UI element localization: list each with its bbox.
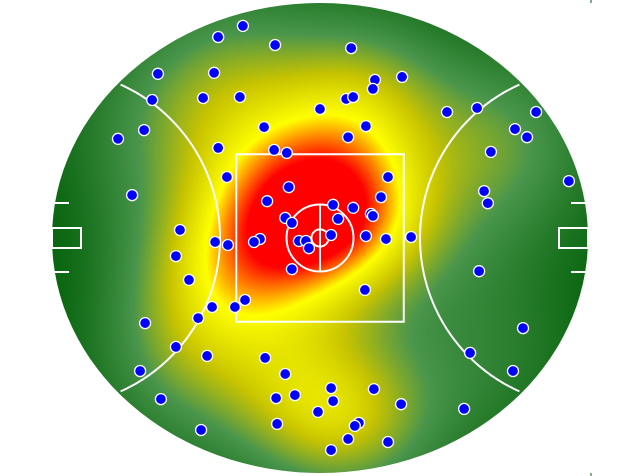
data-point bbox=[154, 392, 168, 406]
data-point bbox=[125, 188, 139, 202]
data-point bbox=[311, 405, 325, 419]
data-point bbox=[345, 41, 358, 55]
left-50m-arc bbox=[120, 83, 221, 393]
data-point bbox=[472, 265, 486, 278]
data-point bbox=[341, 131, 355, 144]
data-point bbox=[169, 249, 183, 263]
data-point bbox=[359, 229, 373, 243]
data-point bbox=[359, 119, 373, 133]
data-point bbox=[233, 90, 247, 104]
data-point bbox=[324, 381, 338, 395]
data-point bbox=[267, 143, 281, 157]
data-point bbox=[324, 228, 338, 242]
data-point bbox=[208, 235, 222, 249]
data-point bbox=[326, 394, 340, 408]
data-point bbox=[138, 316, 152, 330]
data-point bbox=[282, 180, 295, 194]
data-point bbox=[194, 423, 208, 437]
scatter-points bbox=[111, 19, 576, 457]
data-point bbox=[477, 184, 491, 198]
data-point bbox=[196, 91, 210, 105]
data-point bbox=[470, 101, 484, 115]
data-point bbox=[341, 432, 355, 446]
data-point bbox=[379, 232, 393, 246]
data-point bbox=[348, 419, 361, 433]
data-point bbox=[285, 263, 299, 276]
data-point bbox=[404, 230, 418, 244]
data-point bbox=[313, 102, 327, 116]
data-point bbox=[457, 402, 471, 416]
data-point bbox=[288, 388, 302, 402]
data-point bbox=[279, 367, 292, 381]
data-point bbox=[508, 122, 522, 136]
left-goal-square bbox=[51, 227, 82, 249]
data-point bbox=[173, 223, 187, 237]
data-point bbox=[285, 216, 299, 230]
data-point bbox=[280, 146, 293, 160]
data-point bbox=[146, 93, 159, 107]
data-point bbox=[506, 364, 520, 378]
data-point bbox=[238, 293, 252, 307]
data-point bbox=[151, 67, 165, 80]
data-point bbox=[367, 382, 381, 396]
data-point bbox=[200, 349, 214, 363]
data-point bbox=[302, 241, 316, 255]
data-point bbox=[212, 30, 225, 44]
data-point bbox=[205, 300, 219, 314]
data-point bbox=[207, 66, 221, 79]
data-point bbox=[268, 38, 282, 52]
data-point bbox=[191, 311, 205, 325]
right-50m-arc bbox=[419, 83, 520, 393]
centre-square bbox=[235, 153, 405, 323]
data-point bbox=[516, 321, 530, 335]
data-point bbox=[529, 105, 543, 119]
data-point bbox=[247, 235, 261, 249]
data-point bbox=[236, 19, 250, 33]
data-point bbox=[133, 364, 147, 378]
data-point bbox=[394, 398, 408, 411]
data-point bbox=[212, 141, 225, 155]
data-point bbox=[481, 197, 494, 210]
data-point bbox=[331, 212, 345, 226]
data-point bbox=[220, 170, 234, 184]
data-point bbox=[221, 238, 235, 252]
data-point bbox=[381, 170, 395, 184]
data-point bbox=[111, 132, 125, 145]
data-point bbox=[440, 105, 454, 119]
data-point bbox=[484, 145, 498, 159]
data-point bbox=[324, 443, 338, 457]
data-point bbox=[366, 209, 380, 223]
data-point bbox=[326, 198, 340, 211]
data-point bbox=[374, 190, 388, 204]
data-point bbox=[347, 201, 360, 214]
data-point bbox=[169, 340, 183, 354]
data-point bbox=[228, 300, 242, 314]
data-point bbox=[260, 195, 274, 208]
data-point bbox=[182, 273, 196, 287]
data-point bbox=[381, 435, 395, 449]
data-point bbox=[258, 351, 272, 365]
data-point bbox=[269, 391, 283, 405]
data-point bbox=[270, 417, 284, 431]
data-point bbox=[463, 346, 477, 360]
data-point bbox=[358, 283, 372, 297]
data-point bbox=[520, 131, 534, 144]
right-goal-square bbox=[558, 227, 589, 249]
data-point bbox=[257, 120, 271, 134]
field-markings bbox=[51, 0, 592, 476]
data-point bbox=[395, 70, 409, 84]
data-point bbox=[562, 174, 576, 188]
data-point bbox=[137, 123, 151, 137]
data-point bbox=[347, 90, 360, 104]
data-point bbox=[366, 82, 380, 96]
